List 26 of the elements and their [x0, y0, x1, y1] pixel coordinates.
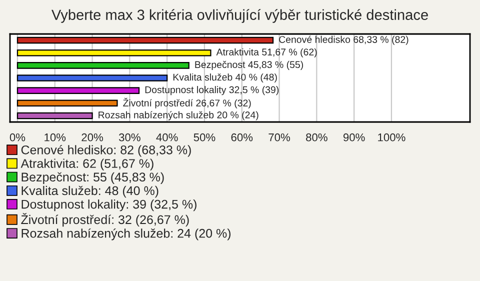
x-tick-label: 50%: [194, 133, 216, 142]
data-label: Kvalita služeb 40 % (48): [173, 73, 277, 83]
legend-label: Bezpečnost: 55 (45,83 %): [22, 172, 164, 184]
x-tick-label: 80%: [306, 133, 328, 142]
legend-label: Atraktivita: 62 (51,67 %): [20, 158, 154, 170]
data-label: Bezpečnost 45,83 % (55): [195, 60, 303, 70]
x-tick-label: 60%: [231, 133, 253, 142]
x-tick-label: 40%: [156, 133, 178, 142]
x-tick-label: 70%: [268, 133, 290, 142]
data-label: Rozsah nabízených služeb 20 % (24): [98, 111, 258, 120]
x-tick-label: 20%: [82, 133, 103, 142]
legend-label: Dostupnost lokality: 39 (32,5 %): [22, 200, 196, 212]
data-label: Dostupnost lokality 32,5 % (39): [145, 86, 279, 96]
data-label: Atraktivita 51,67 % (62): [216, 48, 317, 58]
x-tick-label: 30%: [118, 133, 140, 142]
x-tick-label: 90%: [343, 133, 365, 142]
x-tick-label: 100%: [378, 133, 406, 142]
legend-label: Kvalita služeb: 48 (40 %): [22, 186, 158, 198]
legend-label: Cenové hledisko: 82 (68,33 %): [21, 144, 191, 157]
x-tick-label: 0%: [10, 133, 26, 142]
data-label: Cenové hledisko 68,33 % (82): [279, 36, 408, 45]
x-tick-label: 10%: [44, 133, 66, 142]
legend-label: Rozsah nabízených služeb: 24 (20 %): [22, 228, 231, 240]
chart-title: Vyberte max 3 kritéria ovlivňující výběr turistické destinace: [52, 9, 428, 23]
legend-label: Životní prostředí: 32 (26,67 %): [21, 213, 189, 227]
data-label: Životní prostředí 26,67 % (32): [123, 98, 251, 108]
